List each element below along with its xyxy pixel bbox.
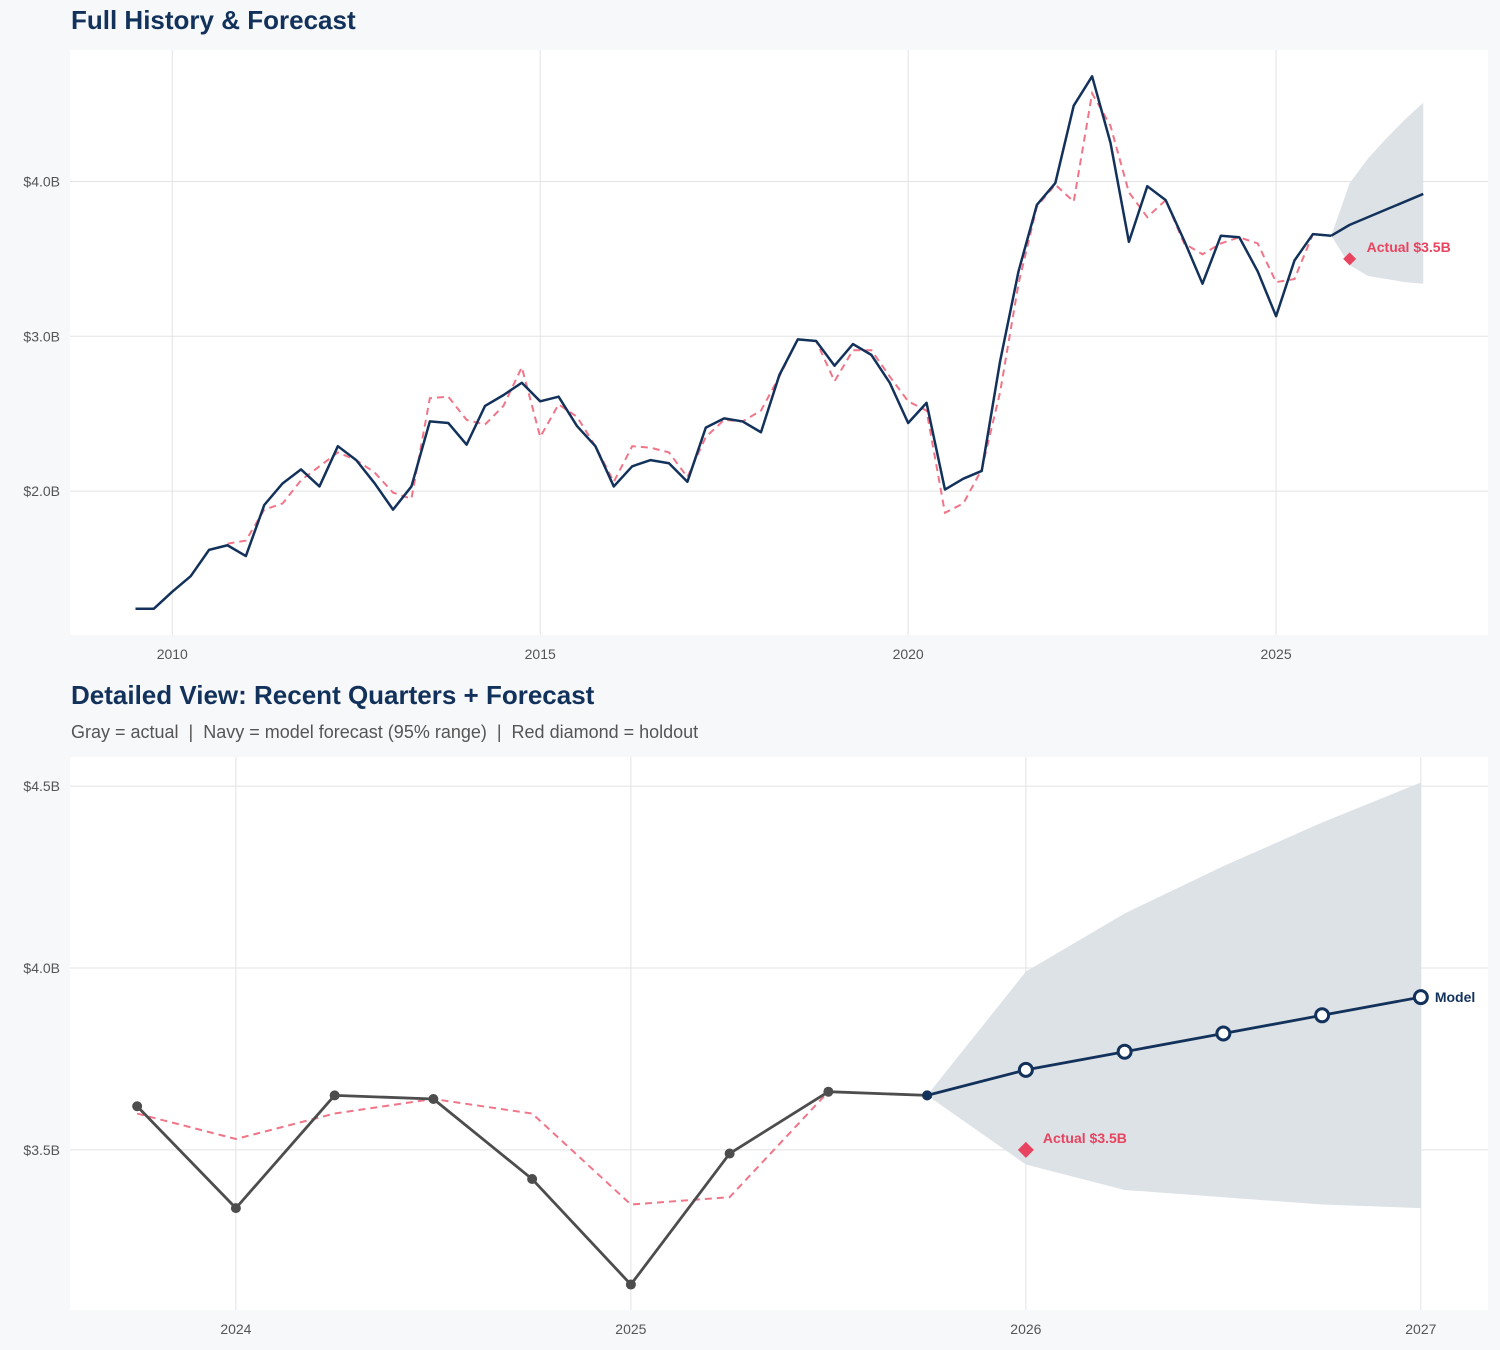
x-tick-label: 2026 — [1010, 1321, 1041, 1337]
y-tick-label: $3.0B — [23, 328, 60, 344]
bottom-chart: 2024 2025 2026 2027 $3.5B $4.0B $4.5B Model Actu… — [23, 757, 1488, 1337]
actual-point — [428, 1093, 439, 1104]
y-tick-label: $4.0B — [23, 960, 60, 976]
bottom-chart-title: Detailed View: Recent Quarters + Forecas… — [71, 680, 595, 710]
actual-line — [135, 75, 1332, 610]
top-plot-panel — [70, 50, 1488, 635]
forecast-point — [1017, 1061, 1034, 1078]
actual-point — [625, 1279, 636, 1290]
bottom-chart-subtitle: Gray = actual | Navy = model forecast (9… — [71, 722, 699, 742]
x-tick-label: 2024 — [220, 1321, 251, 1337]
y-tick-label: $2.0B — [23, 483, 60, 499]
actual-point — [132, 1101, 143, 1112]
forecast-point — [1412, 989, 1429, 1006]
holdout-label: Actual $3.5B — [1367, 239, 1451, 255]
top-chart-title: Full History & Forecast — [71, 5, 356, 35]
forecast-point — [1116, 1043, 1133, 1060]
top-chart: 2010 2015 2020 2025 $2.0B $3.0B $4.0B Actual $3… — [23, 50, 1488, 662]
forecast-line — [1330, 192, 1424, 237]
forecast-start-point — [922, 1090, 933, 1101]
forecast-line — [926, 995, 1422, 1097]
actual-point — [823, 1086, 834, 1097]
x-tick-label: 2025 — [615, 1321, 646, 1337]
actual-point — [724, 1148, 735, 1159]
forecast-95-band — [927, 782, 1421, 1209]
x-tick-label: 2025 — [1260, 646, 1291, 662]
x-tick-label: 2027 — [1405, 1321, 1436, 1337]
actual-point — [230, 1203, 241, 1214]
forecast-point — [1314, 1007, 1331, 1024]
x-tick-label: 2010 — [157, 646, 188, 662]
holdout-diamond-icon — [1017, 1141, 1034, 1158]
forecast-95-band — [1331, 102, 1424, 284]
y-tick-label: $3.5B — [23, 1142, 60, 1158]
y-tick-label: $4.0B — [23, 174, 60, 190]
holdout-label: Actual $3.5B — [1043, 1130, 1127, 1146]
model-label: Model — [1435, 989, 1475, 1005]
forecast-point — [1215, 1025, 1232, 1042]
fitted-dashed-line — [136, 1090, 928, 1206]
x-tick-label: 2015 — [525, 646, 556, 662]
x-tick-label: 2020 — [893, 646, 924, 662]
y-tick-label: $4.5B — [23, 778, 60, 794]
holdout-diamond-icon — [1343, 252, 1357, 266]
actual-point — [329, 1090, 340, 1101]
actual-point — [527, 1174, 538, 1185]
